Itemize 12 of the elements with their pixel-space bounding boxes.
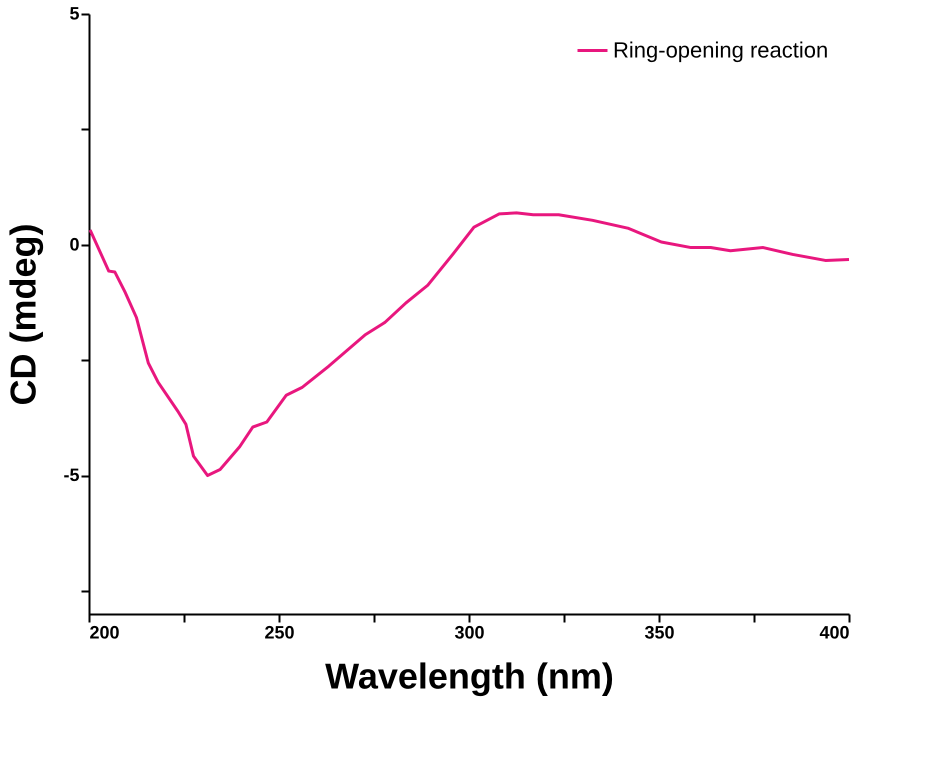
x-tick-label: 350: [644, 622, 675, 642]
x-tick-label: 400: [819, 622, 850, 642]
x-axis-title: Wavelength (nm): [325, 656, 614, 696]
x-tick-label: 250: [264, 622, 295, 642]
y-tick-label: 5: [69, 4, 80, 24]
y-tick-label: 0: [69, 234, 80, 254]
legend-label: Ring-opening reaction: [613, 38, 828, 62]
x-tick-label: 300: [454, 622, 485, 642]
y-axis-title: CD (mdeg): [2, 224, 44, 406]
line-series: [88, 211, 850, 478]
y-tick-label: -5: [63, 465, 80, 486]
x-tick-label: 200: [90, 622, 120, 642]
